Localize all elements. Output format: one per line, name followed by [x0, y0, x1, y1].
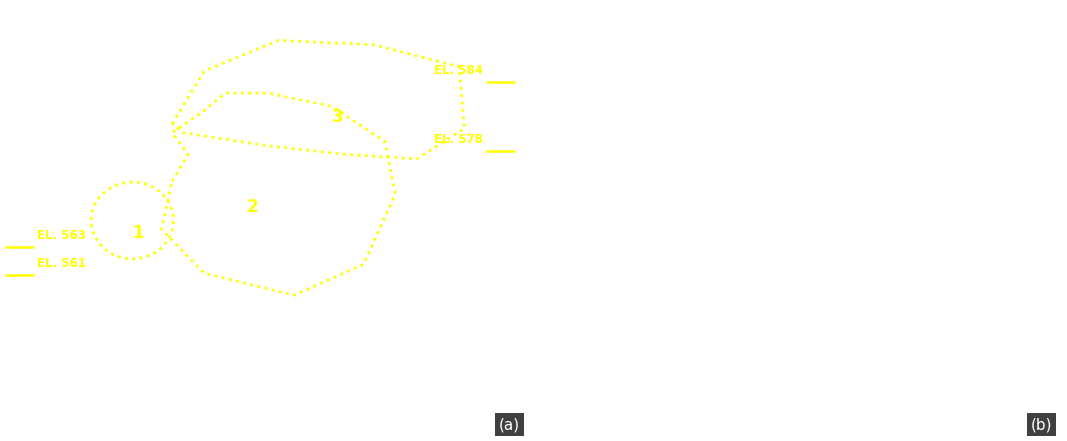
Text: 3: 3 — [332, 108, 344, 126]
Text: EL. 578: EL. 578 — [434, 133, 483, 146]
Text: 1: 1 — [132, 224, 144, 242]
Text: EL. 584: EL. 584 — [434, 64, 483, 77]
Text: EL. 561: EL. 561 — [36, 257, 85, 270]
Text: (a): (a) — [499, 417, 520, 432]
Text: EL. 563: EL. 563 — [36, 228, 85, 242]
Text: (b): (b) — [1031, 417, 1052, 432]
Text: 2: 2 — [246, 198, 258, 216]
